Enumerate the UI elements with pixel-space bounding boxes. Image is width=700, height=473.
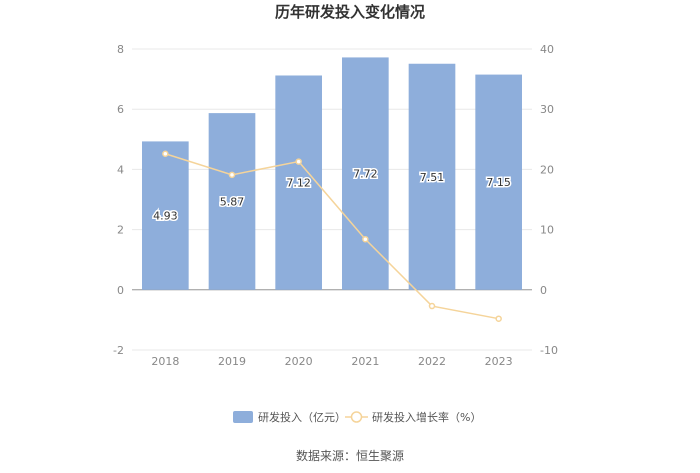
bar-data-label: 7.12 [286,177,311,190]
x-tick-label: 2022 [418,355,446,368]
y-right-tick-label: 30 [540,103,554,116]
bar-data-label: 7.72 [353,168,378,181]
x-tick-label: 2020 [285,355,313,368]
bar [142,141,189,290]
line-point [295,158,302,165]
y-right-tick-label: 20 [540,163,554,176]
bar [342,57,389,290]
legend-line-marker [350,411,363,423]
y-right-tick-label: 40 [540,43,554,56]
y-right-tick-label: 10 [540,224,554,237]
y-left-tick-label: 0 [117,284,124,297]
x-tick-label: 2019 [218,355,246,368]
legend-bar-label: 研发投入（亿元） [258,410,346,424]
bar-data-label: 7.51 [420,171,445,184]
x-tick-label: 2021 [351,355,379,368]
y-left-tick-label: 4 [117,163,124,176]
y-left-tick-label: 8 [117,43,124,56]
line-point [495,315,502,322]
legend: 研发投入（亿元） 研发投入增长率（%） [233,410,481,424]
legend-line-label: 研发投入增长率（%） [372,410,481,424]
line-series [162,150,502,322]
bar [275,75,322,290]
chart-title: 历年研发投入变化情况 [275,3,425,21]
x-tick-label: 2023 [485,355,513,368]
data-source: 数据来源：恒生聚源 [296,448,404,463]
y-axis-left: -2 0 2 4 6 8 [113,43,124,357]
bar [408,63,456,290]
bar-data-label: 5.87 [220,195,245,208]
bar [475,74,522,290]
x-tick-label: 2018 [151,355,179,368]
growth-line [165,153,499,320]
x-axis: 2018 2019 2020 2021 2022 2023 [132,289,532,368]
y-right-tick-label: -10 [540,344,558,357]
y-axis-right: -10 0 10 20 30 40 [540,43,558,357]
line-point [428,302,436,310]
line-point [228,171,236,179]
bar-data-label: 7.15 [486,176,511,189]
bar-data-labels: 4.93 5.87 7.12 7.72 7.51 7.15 [152,166,513,224]
bar [208,113,256,290]
y-right-tick-label: 0 [540,284,547,297]
y-left-tick-label: -2 [113,344,124,357]
bar-series [142,57,522,290]
legend-bar-swatch [233,411,253,423]
y-left-tick-label: 6 [117,103,124,116]
line-point [362,235,369,243]
y-left-tick-label: 2 [117,224,124,237]
bar-data-label: 4.93 [153,210,178,223]
line-point [162,150,169,157]
